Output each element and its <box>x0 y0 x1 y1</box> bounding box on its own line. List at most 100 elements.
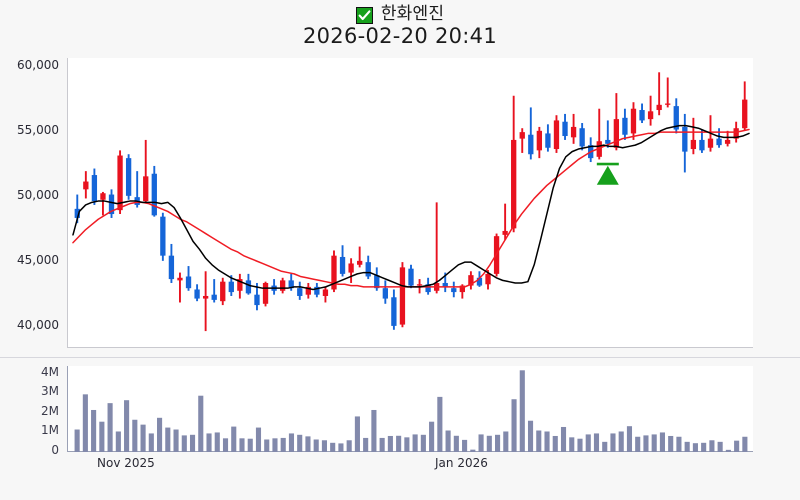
volume-bar <box>82 394 88 452</box>
volume-bar <box>222 438 229 452</box>
volume-bar <box>453 435 459 452</box>
volume-bar <box>132 419 138 452</box>
volume-bar <box>396 435 402 452</box>
volume-bar <box>577 438 583 452</box>
candlestick <box>742 81 748 131</box>
candlestick <box>451 281 457 298</box>
volume-bar <box>280 437 286 452</box>
volume-bar <box>593 433 600 452</box>
candlestick <box>434 202 440 294</box>
volume-bar <box>668 435 674 452</box>
candlestick <box>83 171 89 199</box>
candlestick <box>382 280 388 304</box>
volume-bar <box>247 438 253 452</box>
candlestick <box>331 250 337 293</box>
candlestick <box>553 115 560 153</box>
volume-bar <box>495 434 501 452</box>
candlestick <box>322 286 329 303</box>
candlestick <box>177 272 183 303</box>
candlestick <box>100 191 106 216</box>
volume-bar <box>717 441 723 452</box>
volume-bar <box>148 433 154 452</box>
candlestick <box>468 271 474 290</box>
volume-bar <box>338 443 344 452</box>
volume-bar <box>239 438 245 452</box>
volume-bar <box>140 424 146 452</box>
stock-name-title: 한화엔진 <box>380 4 445 24</box>
candlestick <box>716 128 722 148</box>
volume-bar <box>503 431 509 452</box>
candlestick <box>297 281 303 300</box>
volume-bar <box>346 440 352 452</box>
candlestick <box>673 98 679 134</box>
x-axis-tick-nov-2025: Nov 2025 <box>97 456 155 470</box>
volume-bar <box>379 437 385 452</box>
candlestick <box>656 72 662 116</box>
volume-bar <box>527 420 534 452</box>
volume-bar <box>437 396 443 452</box>
volume-bar <box>486 435 492 452</box>
candlestick <box>647 95 654 126</box>
volume-bar <box>255 427 262 452</box>
volume-bar <box>626 426 633 452</box>
x-axis-tick-jan-2026: Jan 2026 <box>435 456 488 470</box>
volume-bar <box>445 430 451 452</box>
volume-bar <box>404 437 410 452</box>
volume-bar <box>371 409 377 452</box>
candlestick <box>622 108 628 140</box>
candlestick <box>160 212 166 261</box>
volume-bar <box>189 434 196 452</box>
candlestick <box>630 102 637 140</box>
volume-bar <box>157 417 163 452</box>
candlestick <box>143 139 149 203</box>
candlestick <box>665 77 671 108</box>
price-axis-tick-3: 45,000 <box>17 253 59 267</box>
volume-bar <box>684 441 690 452</box>
candlestick <box>211 279 217 303</box>
candlestick <box>690 117 697 155</box>
volume-bar <box>478 434 484 452</box>
candlestick <box>588 137 594 163</box>
candlestick <box>699 129 705 153</box>
volume-bar <box>618 431 624 452</box>
volume-bar <box>635 436 641 452</box>
volume-bar <box>305 436 311 452</box>
candlestick <box>220 277 226 306</box>
volume-bar <box>536 430 542 452</box>
volume-axis-tick-2: 2M <box>41 404 59 418</box>
candlestick <box>408 264 414 289</box>
candlestick <box>305 282 311 299</box>
volume-bar <box>610 433 616 452</box>
volume-bar <box>725 449 731 452</box>
volume-bar <box>198 395 204 452</box>
volume-axis-tick-4: 0 <box>51 443 59 457</box>
volume-bar <box>734 440 740 452</box>
candlestick <box>185 266 192 291</box>
volume-chart-plot[interactable] <box>67 366 753 452</box>
candlestick <box>108 189 115 218</box>
volume-bar <box>231 426 237 452</box>
volume-bar <box>107 403 113 452</box>
volume-bar <box>643 435 649 452</box>
price-chart-plot[interactable] <box>67 58 753 348</box>
candlestick <box>271 279 277 295</box>
candlestick <box>519 128 525 153</box>
title-row: 한화엔진 <box>0 2 800 26</box>
candlestick <box>151 165 157 217</box>
candlestick <box>579 123 585 151</box>
buy-signal-triangle[interactable] <box>596 162 619 185</box>
candlestick-canvas <box>72 72 750 332</box>
volume-bar <box>692 443 698 452</box>
volume-bar <box>462 439 468 452</box>
volume-bar <box>173 429 179 452</box>
volume-bar <box>429 421 435 452</box>
candlestick <box>117 150 123 215</box>
volume-bar <box>124 400 130 452</box>
timestamp-label: 2026-02-20 20:41 <box>302 24 498 48</box>
volume-bar <box>99 421 105 452</box>
green-check-icon <box>355 6 373 24</box>
volume-bar <box>330 442 336 452</box>
volume-bar <box>412 434 418 452</box>
candlestick <box>125 154 132 200</box>
